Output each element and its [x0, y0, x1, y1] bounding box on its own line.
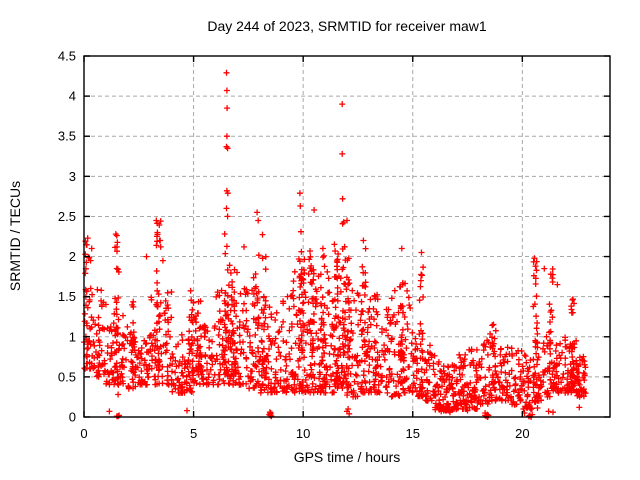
svg-text:15: 15 [406, 426, 420, 441]
svg-text:0.5: 0.5 [58, 369, 76, 384]
svg-text:2.5: 2.5 [58, 209, 76, 224]
axis-ticks [83, 55, 610, 418]
svg-text:10: 10 [296, 426, 310, 441]
svg-text:4.5: 4.5 [58, 49, 76, 64]
svg-text:0: 0 [69, 410, 76, 425]
svg-text:5: 5 [190, 426, 197, 441]
srmtid-markers [81, 69, 589, 420]
x-axis-tick-labels: 0 5 10 15 20 [80, 426, 529, 441]
svg-text:1: 1 [69, 329, 76, 344]
svg-text:3.5: 3.5 [58, 129, 76, 144]
svg-text:3: 3 [69, 169, 76, 184]
y-axis-label: SRMTID / TECUs [7, 181, 23, 291]
y-axis-tick-labels: 0 0.5 1 1.5 2 2.5 3 3.5 4 4.5 [58, 49, 76, 425]
svg-text:1.5: 1.5 [58, 289, 76, 304]
svg-text:0: 0 [80, 426, 87, 441]
plot-border [83, 55, 611, 418]
chart-title: Day 244 of 2023, SRMTID for receiver maw… [207, 18, 487, 34]
svg-text:20: 20 [515, 426, 529, 441]
svg-text:2: 2 [69, 249, 76, 264]
x-axis-label: GPS time / hours [294, 449, 401, 465]
data-points [81, 69, 589, 420]
svg-text:4: 4 [69, 89, 76, 104]
